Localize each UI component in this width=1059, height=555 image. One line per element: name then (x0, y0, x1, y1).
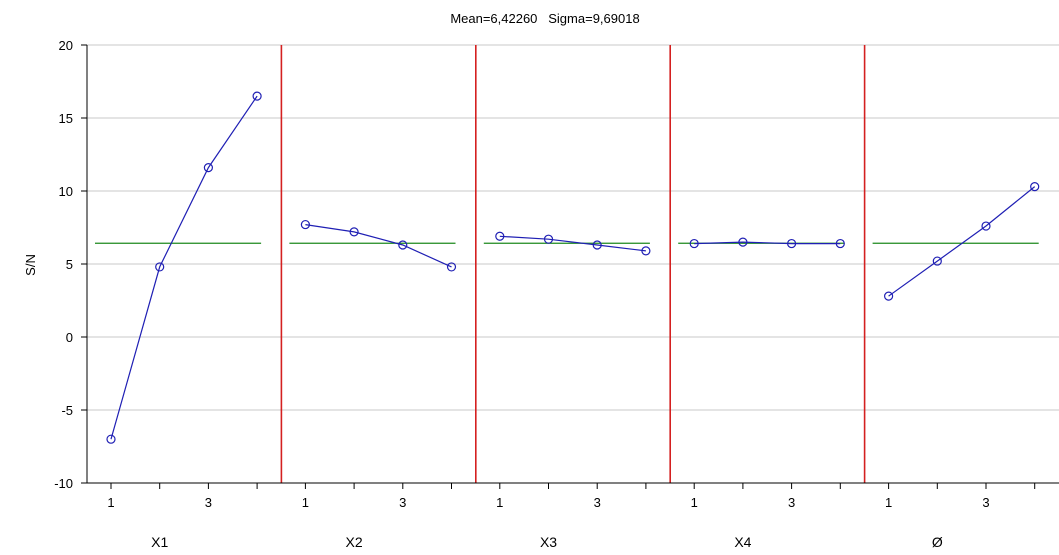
data-point (106, 434, 116, 444)
x-tick-label: 1 (107, 495, 114, 510)
y-axis-label: S/N (23, 254, 38, 276)
data-point (446, 262, 457, 272)
factor-label: X4 (734, 534, 751, 550)
x-tick-label: 1 (302, 495, 309, 510)
series-lines (106, 91, 1040, 444)
data-point (495, 231, 505, 241)
y-tick-label: 5 (66, 257, 73, 272)
data-point (786, 238, 797, 249)
y-tick-label: 20 (59, 38, 73, 53)
data-point (641, 246, 651, 256)
series-line (305, 224, 452, 268)
grid-lines (87, 44, 1059, 411)
data-point (349, 227, 359, 237)
data-point (155, 262, 165, 272)
series-line (110, 95, 258, 440)
data-point (252, 91, 262, 101)
x-tick-label: 3 (594, 495, 601, 510)
series-line (888, 186, 1036, 297)
labels: -10 -5 0 5 10 15 20 1 3 X1 1 3 X2 1 3 X3 1 3 X4 1 3 Ø (54, 38, 989, 550)
panel-separators (280, 45, 866, 483)
x-tick-label: 1 (691, 495, 698, 510)
data-point (883, 291, 894, 301)
series-line (694, 241, 841, 245)
x-tick-label: 3 (205, 495, 212, 510)
data-point (981, 221, 991, 231)
y-tick-label: 10 (59, 184, 73, 199)
series-line (499, 235, 646, 252)
data-point (689, 238, 699, 249)
data-point (300, 219, 310, 230)
factor-label: X1 (151, 534, 168, 550)
data-point (932, 256, 942, 266)
data-point (592, 240, 602, 250)
y-tick-label: -10 (54, 476, 73, 491)
x-tick-label: 1 (496, 495, 503, 510)
chart-title: Mean=6,42260 Sigma=9,69018 (450, 11, 639, 26)
x-tick-label: 3 (788, 495, 795, 510)
y-tick-label: 0 (66, 330, 73, 345)
data-point (1030, 182, 1040, 192)
y-tick-label: -5 (61, 403, 73, 418)
data-point (203, 163, 213, 173)
data-point (398, 240, 408, 250)
factor-label: X3 (540, 534, 557, 550)
y-tick-label: 15 (59, 111, 73, 126)
x-tick-label: 1 (885, 495, 892, 510)
axes (81, 44, 1059, 489)
x-tick-label: 3 (982, 495, 989, 510)
data-point (543, 234, 554, 244)
x-tick-label: 3 (399, 495, 406, 510)
factor-label: X2 (346, 534, 363, 550)
data-point (738, 237, 748, 247)
factor-label: Ø (932, 534, 943, 550)
data-point (835, 238, 845, 249)
